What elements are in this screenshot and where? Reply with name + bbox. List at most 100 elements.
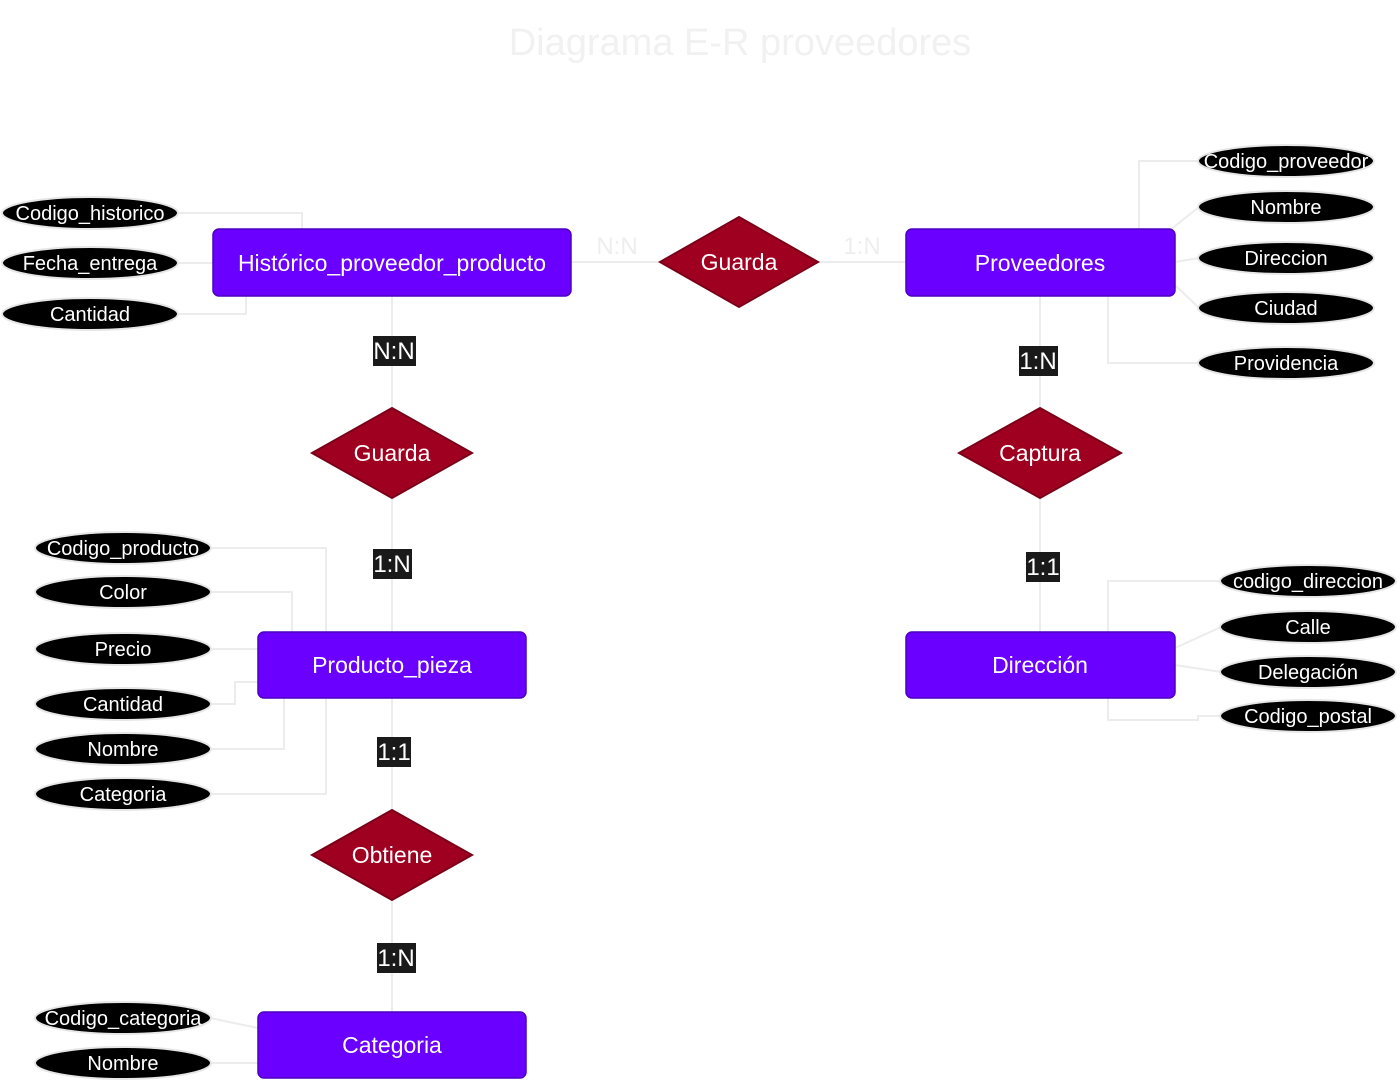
attribute-cantidad-historico[interactable]: Cantidad [1, 297, 179, 331]
entity-box [257, 631, 527, 699]
attribute-precio[interactable]: Precio [34, 632, 212, 666]
attribute-ciudad[interactable]: Ciudad [1197, 291, 1375, 325]
attribute-ellipse [1219, 564, 1397, 598]
relationship-diamond [309, 808, 475, 902]
attribute-label: Codigo_historico [16, 203, 165, 225]
entity-box [905, 228, 1176, 297]
connector-attr [1107, 580, 1221, 632]
attribute-ellipse [1197, 144, 1375, 178]
diagram-title: Diagrama E-R proveedores [508, 22, 972, 64]
attribute-fecha-entrega[interactable]: Fecha_entrega [1, 246, 179, 280]
attribute-codigo-historico[interactable]: Codigo_historico [1, 196, 179, 230]
entity-producto[interactable]: Producto_pieza [257, 631, 527, 699]
cardinality-label: 1:N [1019, 348, 1056, 375]
cardinality-badge: 1:N [1019, 346, 1058, 376]
entity-label: Categoria [342, 1032, 442, 1058]
attribute-label: Delegación [1258, 662, 1358, 684]
entity-label: Dirección [992, 652, 1088, 678]
attribute-delegacion[interactable]: Delegación [1219, 655, 1397, 689]
cardinality-box [1026, 552, 1060, 582]
relationship-label: Guarda [354, 440, 431, 466]
connector-attr [178, 296, 247, 315]
connector-attr [210, 591, 293, 632]
cardinality-label: 1:1 [377, 739, 410, 766]
relationship-captura[interactable]: Captura [956, 406, 1124, 500]
attribute-cantidad-producto[interactable]: Cantidad [34, 687, 212, 721]
attribute-ellipse [34, 777, 212, 811]
cardinality-label: 1:1 [1026, 554, 1059, 581]
connector-attr [210, 698, 327, 795]
entity-label: Producto_pieza [312, 652, 472, 678]
attribute-label: Nombre [87, 739, 158, 761]
attribute-categoria-producto[interactable]: Categoria [34, 777, 212, 811]
attribute-codigo-proveedor[interactable]: Codigo_proveedor [1197, 144, 1375, 178]
entity-label: Proveedores [975, 250, 1105, 276]
attribute-ellipse [1197, 346, 1375, 380]
connector-attr [1174, 664, 1222, 673]
attribute-label: Codigo_categoria [45, 1008, 203, 1030]
attribute-ellipse [34, 531, 212, 565]
cardinality-label: N:N [373, 338, 414, 365]
attribute-label: Codigo_producto [47, 538, 199, 560]
cardinality-label: 1:N [377, 945, 414, 972]
entity-direccion[interactable]: Dirección [905, 631, 1176, 699]
entity-historico[interactable]: Histórico_proveedor_producto [212, 228, 572, 297]
relationship-obtiene[interactable]: Obtiene [309, 808, 475, 902]
attribute-ellipse [1197, 291, 1375, 325]
cardinality-label: 1:N [373, 551, 410, 578]
attribute-ellipse [1, 297, 179, 331]
attribute-calle[interactable]: Calle [1219, 610, 1397, 644]
attribute-ellipse [1, 196, 179, 230]
attribute-codigo-producto[interactable]: Codigo_producto [34, 531, 212, 565]
attribute-label: Providencia [1234, 353, 1339, 375]
attribute-label: codigo_direccion [1233, 571, 1383, 593]
attribute-ellipse [1219, 699, 1397, 733]
attribute-codigo-postal[interactable]: Codigo_postal [1219, 699, 1397, 733]
cardinality-badge: N:N [373, 336, 416, 366]
cardinality-label: N:N [596, 233, 637, 260]
attribute-label: Codigo_proveedor [1204, 151, 1369, 173]
attribute-nombre-producto[interactable]: Nombre [34, 732, 212, 766]
connector-attr [1174, 257, 1200, 263]
relationship-label: Obtiene [352, 842, 433, 868]
attribute-label: Codigo_postal [1244, 706, 1372, 728]
entity-categoria[interactable]: Categoria [257, 1011, 527, 1079]
cardinality-badge: 1:N [373, 549, 412, 579]
attribute-codigo-direccion[interactable]: codigo_direccion [1219, 564, 1397, 598]
attribute-label: Direccion [1244, 248, 1327, 270]
attribute-label: Color [99, 582, 147, 604]
connector-attr [209, 1017, 259, 1029]
attribute-ellipse [1197, 190, 1375, 224]
connector-attr [1169, 206, 1200, 231]
attribute-ellipse [34, 632, 212, 666]
cardinality-box [377, 737, 411, 767]
relationship-guarda-top[interactable]: Guarda [657, 215, 821, 309]
attribute-providencia[interactable]: Providencia [1197, 346, 1375, 380]
attribute-label: Categoria [80, 784, 168, 806]
cardinality-box [373, 549, 412, 579]
attribute-ellipse [1219, 610, 1397, 644]
attribute-label: Ciudad [1254, 298, 1317, 320]
cardinality-label: 1:N [843, 233, 880, 260]
cardinality-box [1019, 346, 1058, 376]
attribute-codigo-categoria[interactable]: Codigo_categoria [34, 1001, 212, 1035]
attribute-nombre-categoria[interactable]: Nombre [34, 1046, 212, 1080]
cardinality-box [373, 336, 416, 366]
attribute-ellipse [34, 575, 212, 609]
attribute-direccion-proveedor[interactable]: Direccion [1197, 241, 1375, 275]
entity-proveedores[interactable]: Proveedores [905, 228, 1176, 297]
cardinality-badge: 1:1 [1026, 552, 1060, 582]
relationship-label: Guarda [701, 249, 778, 275]
attribute-color[interactable]: Color [34, 575, 212, 609]
attribute-label: Precio [95, 639, 152, 661]
connector-attr [210, 698, 285, 750]
connector-attr [1138, 160, 1199, 230]
relationship-guarda-left[interactable]: Guarda [309, 406, 475, 500]
entity-box [257, 1011, 527, 1079]
attribute-label: Calle [1285, 617, 1331, 639]
cardinality-box [377, 943, 416, 973]
attribute-nombre-proveedor[interactable]: Nombre [1197, 190, 1375, 224]
attribute-ellipse [1219, 655, 1397, 689]
connector-attr [210, 547, 327, 632]
